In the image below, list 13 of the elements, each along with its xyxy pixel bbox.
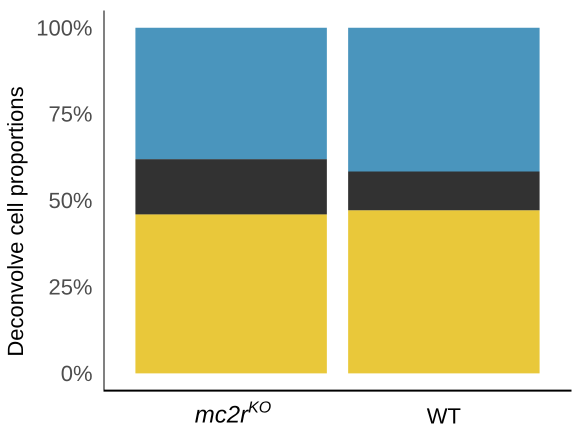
y-tick-label: 50% <box>48 188 93 214</box>
y-tick-label: 25% <box>48 274 93 300</box>
x-tick-label: WT <box>426 404 461 429</box>
bar <box>135 28 327 160</box>
bar <box>348 210 540 374</box>
bar <box>135 159 327 214</box>
y-axis-title: Deconvolve cell proportions <box>3 86 28 357</box>
y-tick-label: 75% <box>48 102 93 127</box>
bar <box>348 172 540 210</box>
bar <box>135 214 327 374</box>
y-tick-label: 100% <box>36 15 93 40</box>
bar <box>348 28 540 172</box>
y-tick-label: 0% <box>60 360 92 386</box>
